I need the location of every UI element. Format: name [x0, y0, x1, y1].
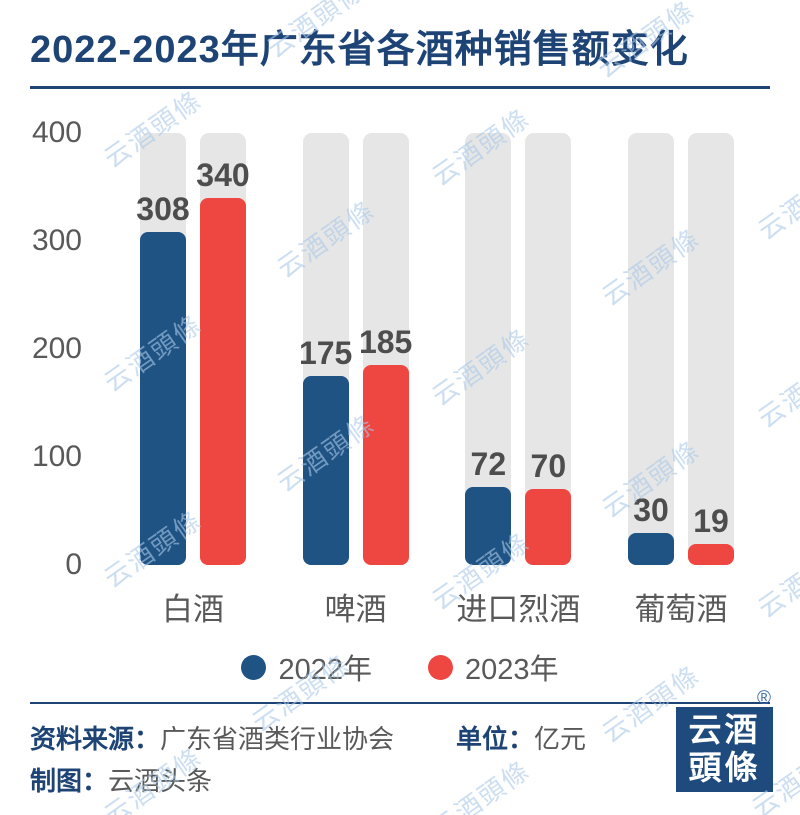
source-label: 资料来源：	[30, 724, 161, 754]
credit-label: 制图：	[30, 766, 109, 796]
chart-legend: 2022年 2023年	[0, 646, 800, 688]
legend-item-2023年: 2023年	[428, 646, 559, 688]
legend-item-2022年: 2022年	[241, 646, 372, 688]
source-value: 广东省酒类行业协会	[160, 724, 395, 754]
x-axis-category-label: 啤酒	[324, 592, 387, 627]
bar-value-label: 72	[470, 446, 507, 483]
footer-source-line: 资料来源：广东省酒类行业协会 单位：亿元	[30, 719, 586, 756]
brand-logo: 云酒 頭條	[676, 707, 773, 792]
bar-background-track	[628, 133, 674, 565]
y-axis-tick-label: 100	[31, 440, 82, 473]
legend-dot-icon	[428, 654, 453, 680]
bar-value-label: 19	[693, 503, 729, 540]
credit-value: 云酒头条	[108, 766, 213, 796]
bar-2023年-白酒	[200, 197, 246, 565]
bar-2023年-进口烈酒	[525, 489, 572, 565]
bar-background-track	[688, 133, 734, 565]
legend-label: 2022年	[278, 654, 372, 686]
x-axis-category-label: 葡萄酒	[634, 592, 728, 627]
bar-2022年-白酒	[140, 232, 186, 565]
bar-value-label: 185	[358, 324, 413, 361]
legend-dot-icon	[241, 654, 267, 680]
footer-divider	[30, 702, 770, 704]
unit-label: 单位：	[456, 724, 535, 754]
bar-value-label: 308	[136, 191, 190, 228]
page-title: 2022-2023年广东省各酒种销售额变化	[30, 29, 689, 71]
bar-value-label: 340	[196, 156, 250, 193]
brand-watermark: 云酒頭條	[752, 156, 800, 246]
x-axis-category-label: 白酒	[162, 592, 224, 627]
registered-trademark-icon: ®	[757, 688, 771, 709]
unit-value: 亿元	[534, 724, 587, 754]
bar-value-label: 70	[530, 448, 567, 485]
logo-line1: 云酒	[688, 712, 761, 749]
bar-2023年-啤酒	[362, 365, 409, 565]
brand-watermark: 云酒頭條	[426, 754, 536, 815]
title-divider	[30, 86, 770, 89]
bar-2022年-啤酒	[302, 376, 349, 565]
logo-line2: 頭條	[688, 750, 761, 787]
y-axis-tick-label: 0	[65, 548, 82, 581]
bar-2022年-葡萄酒	[628, 532, 674, 565]
y-axis-tick-label: 300	[31, 224, 82, 257]
y-axis-tick-label: 400	[31, 116, 82, 149]
bar-2022年-进口烈酒	[465, 487, 512, 565]
y-axis-tick-label: 200	[31, 332, 82, 365]
footer-credit-line: 制图：云酒头条	[30, 761, 212, 798]
bar-2023年-葡萄酒	[688, 544, 734, 565]
legend-label: 2023年	[465, 654, 559, 686]
bar-value-label: 175	[298, 335, 353, 371]
x-axis-category-label: 进口烈酒	[456, 592, 581, 627]
brand-watermark: 云酒頭條	[752, 344, 800, 434]
bar-value-label: 30	[633, 491, 669, 528]
